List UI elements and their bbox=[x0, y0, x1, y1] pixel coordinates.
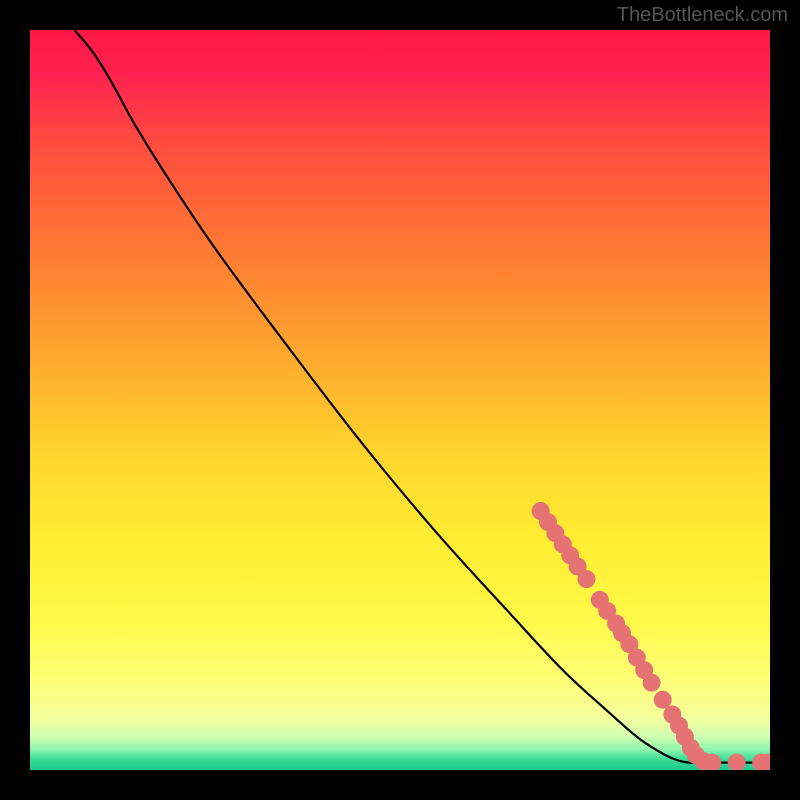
data-marker bbox=[643, 674, 661, 692]
data-marker bbox=[577, 570, 595, 588]
markers-group bbox=[532, 502, 770, 770]
watermark-text: TheBottleneck.com bbox=[617, 4, 788, 27]
data-marker bbox=[728, 754, 746, 770]
curve-line bbox=[74, 30, 770, 763]
data-marker bbox=[654, 691, 672, 709]
chart-svg bbox=[30, 30, 770, 770]
plot-area bbox=[30, 30, 770, 770]
